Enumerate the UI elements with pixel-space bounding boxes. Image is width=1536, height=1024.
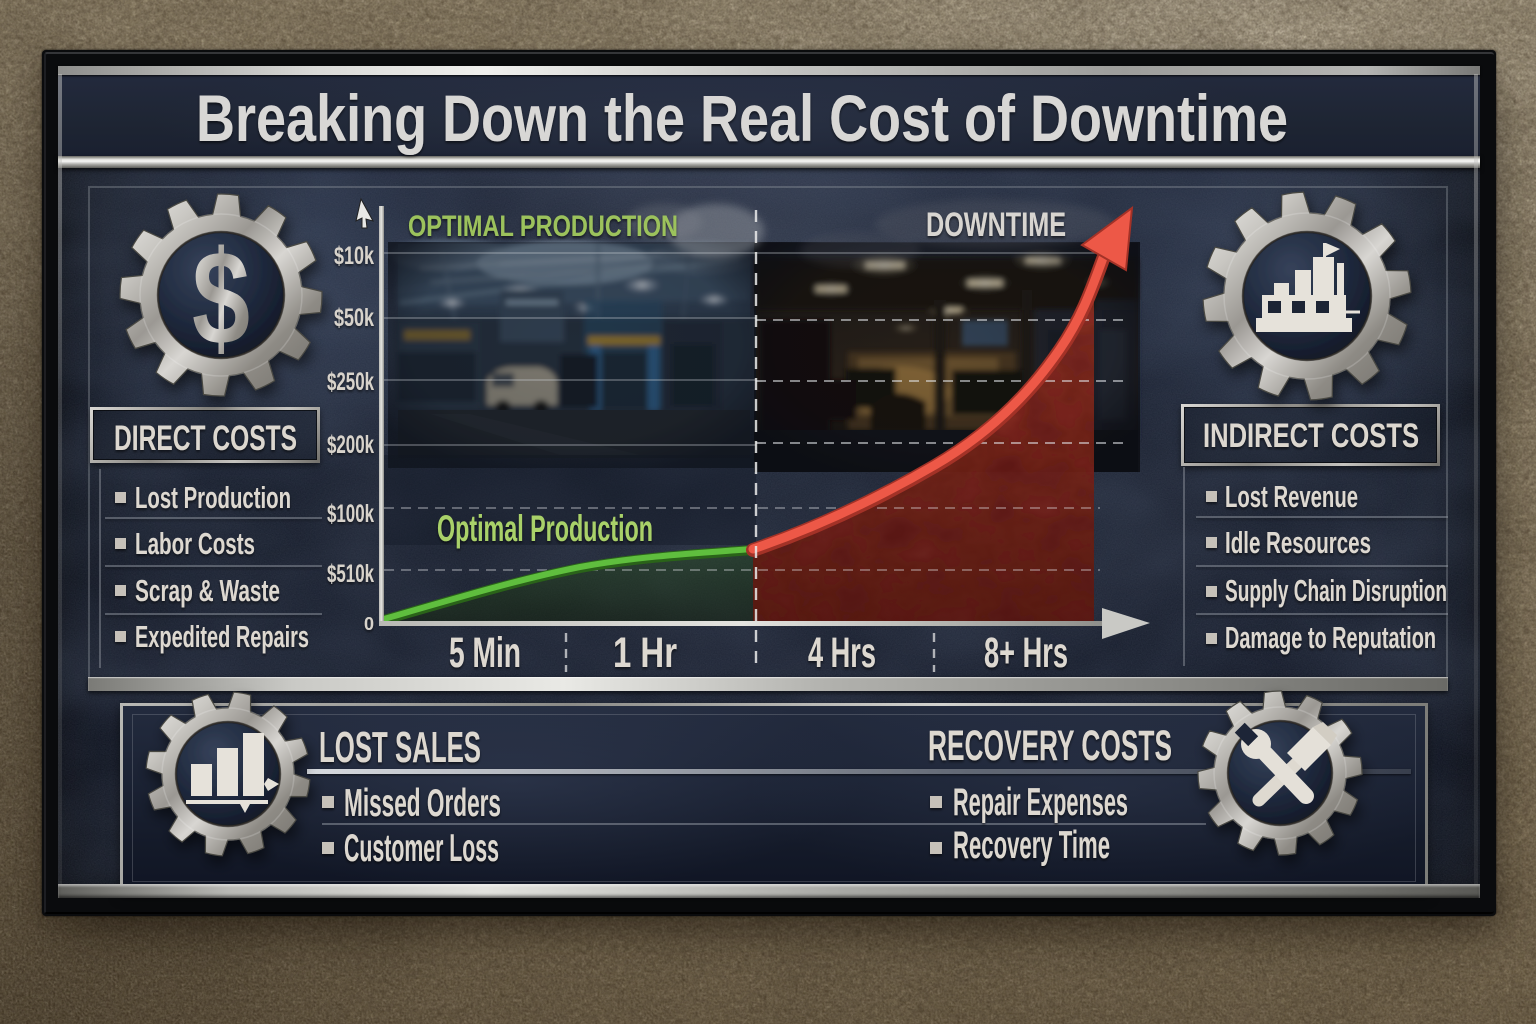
svg-text:$: $: [192, 224, 250, 373]
svg-text:OPTIMAL PRODUCTION: OPTIMAL PRODUCTION: [408, 210, 678, 243]
svg-text:RECOVERY COSTS: RECOVERY COSTS: [928, 722, 1172, 770]
svg-text:DIRECT COSTS: DIRECT COSTS: [114, 419, 297, 458]
svg-text:5 Min: 5 Min: [449, 629, 521, 677]
svg-text:Breaking Down the Real Cost of: Breaking Down the Real Cost of Downtime: [196, 81, 1288, 155]
svg-text:Missed Orders: Missed Orders: [344, 782, 501, 825]
svg-text:Repair Expenses: Repair Expenses: [953, 781, 1128, 824]
svg-text:LOST SALES: LOST SALES: [319, 723, 481, 772]
svg-text:8+ Hrs: 8+ Hrs: [984, 629, 1068, 677]
svg-text:Lost Revenue: Lost Revenue: [1225, 479, 1358, 514]
svg-text:$10k: $10k: [334, 242, 374, 270]
svg-text:4 Hrs: 4 Hrs: [808, 629, 876, 677]
svg-text:Idle Resources: Idle Resources: [1225, 525, 1371, 560]
svg-text:1 Hr: 1 Hr: [613, 629, 677, 677]
svg-text:Optimal Production: Optimal Production: [437, 508, 653, 549]
svg-text:$50k: $50k: [334, 304, 374, 332]
svg-text:$100k: $100k: [327, 500, 374, 528]
svg-text:Supply Chain Disruption: Supply Chain Disruption: [1225, 573, 1447, 608]
svg-text:$250k: $250k: [327, 368, 374, 396]
svg-text:$510k: $510k: [327, 560, 374, 588]
svg-text:Lost Production: Lost Production: [135, 480, 291, 515]
svg-text:Labor Costs: Labor Costs: [135, 526, 255, 561]
svg-text:0: 0: [364, 614, 374, 634]
svg-text:Damage to Reputation: Damage to Reputation: [1225, 620, 1436, 655]
svg-text:Scrap & Waste: Scrap & Waste: [135, 573, 280, 608]
svg-text:INDIRECT COSTS: INDIRECT COSTS: [1203, 417, 1419, 455]
svg-text:Recovery Time: Recovery Time: [953, 824, 1110, 867]
svg-text:Expedited Repairs: Expedited Repairs: [135, 619, 309, 654]
svg-text:$200k: $200k: [327, 431, 374, 459]
svg-text:DOWNTIME: DOWNTIME: [926, 206, 1066, 244]
svg-text:Customer Loss: Customer Loss: [344, 827, 499, 870]
